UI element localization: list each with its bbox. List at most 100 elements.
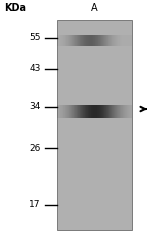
- Bar: [116, 105, 117, 118]
- Bar: [121, 105, 122, 118]
- Bar: [86, 105, 87, 118]
- Bar: [78, 105, 79, 118]
- Bar: [92, 35, 93, 46]
- Bar: [61, 35, 62, 46]
- Bar: [97, 35, 98, 46]
- Bar: [84, 35, 85, 46]
- Bar: [65, 105, 66, 118]
- Bar: [68, 35, 69, 46]
- Bar: [64, 105, 65, 118]
- Bar: [118, 35, 119, 46]
- Bar: [124, 35, 125, 46]
- Bar: [99, 105, 100, 118]
- Bar: [117, 105, 118, 118]
- Bar: [73, 35, 74, 46]
- Bar: [74, 35, 75, 46]
- Text: KDa: KDa: [4, 3, 26, 13]
- Bar: [78, 35, 79, 46]
- Bar: [100, 105, 101, 118]
- Bar: [88, 35, 89, 46]
- Bar: [110, 35, 111, 46]
- Bar: [129, 105, 130, 118]
- Bar: [113, 35, 114, 46]
- Bar: [75, 35, 76, 46]
- Bar: [120, 35, 121, 46]
- Bar: [95, 105, 96, 118]
- Bar: [124, 105, 125, 118]
- Bar: [126, 105, 127, 118]
- Bar: [93, 35, 94, 46]
- Bar: [118, 105, 119, 118]
- Bar: [77, 105, 78, 118]
- Bar: [86, 35, 87, 46]
- Bar: [90, 35, 91, 46]
- Bar: [99, 35, 100, 46]
- Bar: [119, 35, 120, 46]
- Bar: [58, 105, 59, 118]
- Bar: [106, 35, 107, 46]
- Bar: [128, 35, 129, 46]
- Text: 26: 26: [29, 144, 40, 153]
- Bar: [117, 35, 118, 46]
- Bar: [91, 105, 92, 118]
- Bar: [67, 105, 68, 118]
- Bar: [120, 105, 121, 118]
- Bar: [111, 35, 112, 46]
- Bar: [123, 105, 124, 118]
- Bar: [73, 105, 74, 118]
- Bar: [105, 105, 106, 118]
- Bar: [77, 35, 78, 46]
- Bar: [79, 35, 80, 46]
- Bar: [64, 35, 65, 46]
- Bar: [83, 105, 84, 118]
- Bar: [102, 105, 103, 118]
- Bar: [72, 105, 73, 118]
- Bar: [110, 105, 111, 118]
- Bar: [105, 35, 106, 46]
- Bar: [111, 105, 112, 118]
- Bar: [65, 35, 66, 46]
- Bar: [125, 105, 126, 118]
- Bar: [122, 105, 123, 118]
- Bar: [104, 105, 105, 118]
- Bar: [81, 35, 82, 46]
- Bar: [101, 105, 102, 118]
- Bar: [80, 105, 81, 118]
- Bar: [89, 35, 90, 46]
- Text: 43: 43: [29, 64, 40, 73]
- Bar: [115, 105, 116, 118]
- Bar: [130, 35, 131, 46]
- Bar: [84, 105, 85, 118]
- Bar: [103, 35, 104, 46]
- Text: 17: 17: [29, 200, 40, 209]
- Bar: [85, 105, 86, 118]
- Bar: [58, 35, 59, 46]
- Bar: [83, 35, 84, 46]
- Bar: [71, 105, 72, 118]
- Bar: [121, 35, 122, 46]
- Bar: [70, 35, 71, 46]
- Bar: [80, 35, 81, 46]
- Bar: [92, 105, 93, 118]
- Bar: [88, 105, 89, 118]
- Bar: [131, 35, 132, 46]
- Bar: [123, 35, 124, 46]
- Bar: [66, 35, 67, 46]
- Bar: [97, 105, 98, 118]
- Bar: [69, 105, 70, 118]
- Bar: [75, 105, 76, 118]
- Bar: [96, 35, 97, 46]
- Bar: [128, 105, 129, 118]
- Bar: [76, 105, 77, 118]
- Bar: [82, 105, 83, 118]
- Bar: [127, 35, 128, 46]
- Bar: [101, 35, 102, 46]
- Bar: [98, 105, 99, 118]
- Bar: [100, 35, 101, 46]
- Bar: [76, 35, 77, 46]
- Bar: [118, 35, 119, 46]
- Bar: [129, 35, 130, 46]
- Bar: [63, 105, 64, 118]
- Bar: [108, 35, 109, 46]
- Bar: [67, 35, 68, 46]
